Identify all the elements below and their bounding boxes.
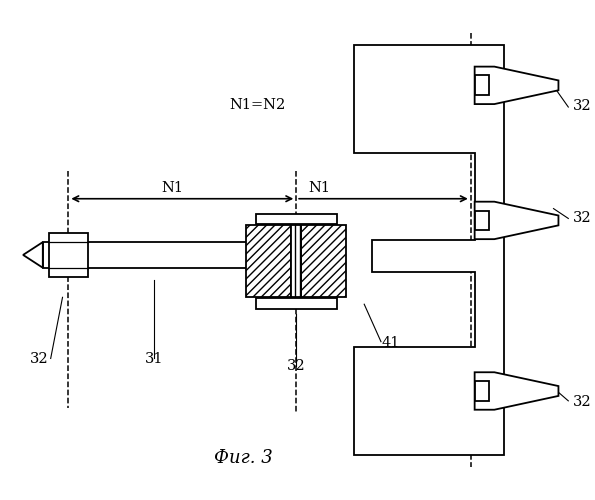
Text: Фиг. 3: Фиг. 3 [214,449,273,467]
Polygon shape [475,381,490,401]
Polygon shape [292,226,301,298]
Text: 32: 32 [287,360,305,374]
Polygon shape [475,76,490,95]
Polygon shape [301,226,346,298]
Polygon shape [355,45,504,455]
Polygon shape [475,372,559,410]
Text: N1: N1 [161,181,183,195]
Polygon shape [475,210,490,231]
Polygon shape [43,242,342,268]
Polygon shape [475,202,559,239]
Text: 31: 31 [145,352,164,366]
Text: 32: 32 [573,212,592,226]
Text: N1: N1 [308,181,330,195]
Text: 32: 32 [573,99,592,113]
Polygon shape [23,242,43,268]
Polygon shape [475,66,559,104]
Text: N1=N2: N1=N2 [230,98,286,112]
Text: 41: 41 [381,336,400,349]
Polygon shape [256,298,337,309]
Text: 32: 32 [30,352,48,366]
Polygon shape [246,226,292,298]
Text: 32: 32 [573,395,592,409]
Polygon shape [49,233,88,276]
Polygon shape [256,214,337,224]
